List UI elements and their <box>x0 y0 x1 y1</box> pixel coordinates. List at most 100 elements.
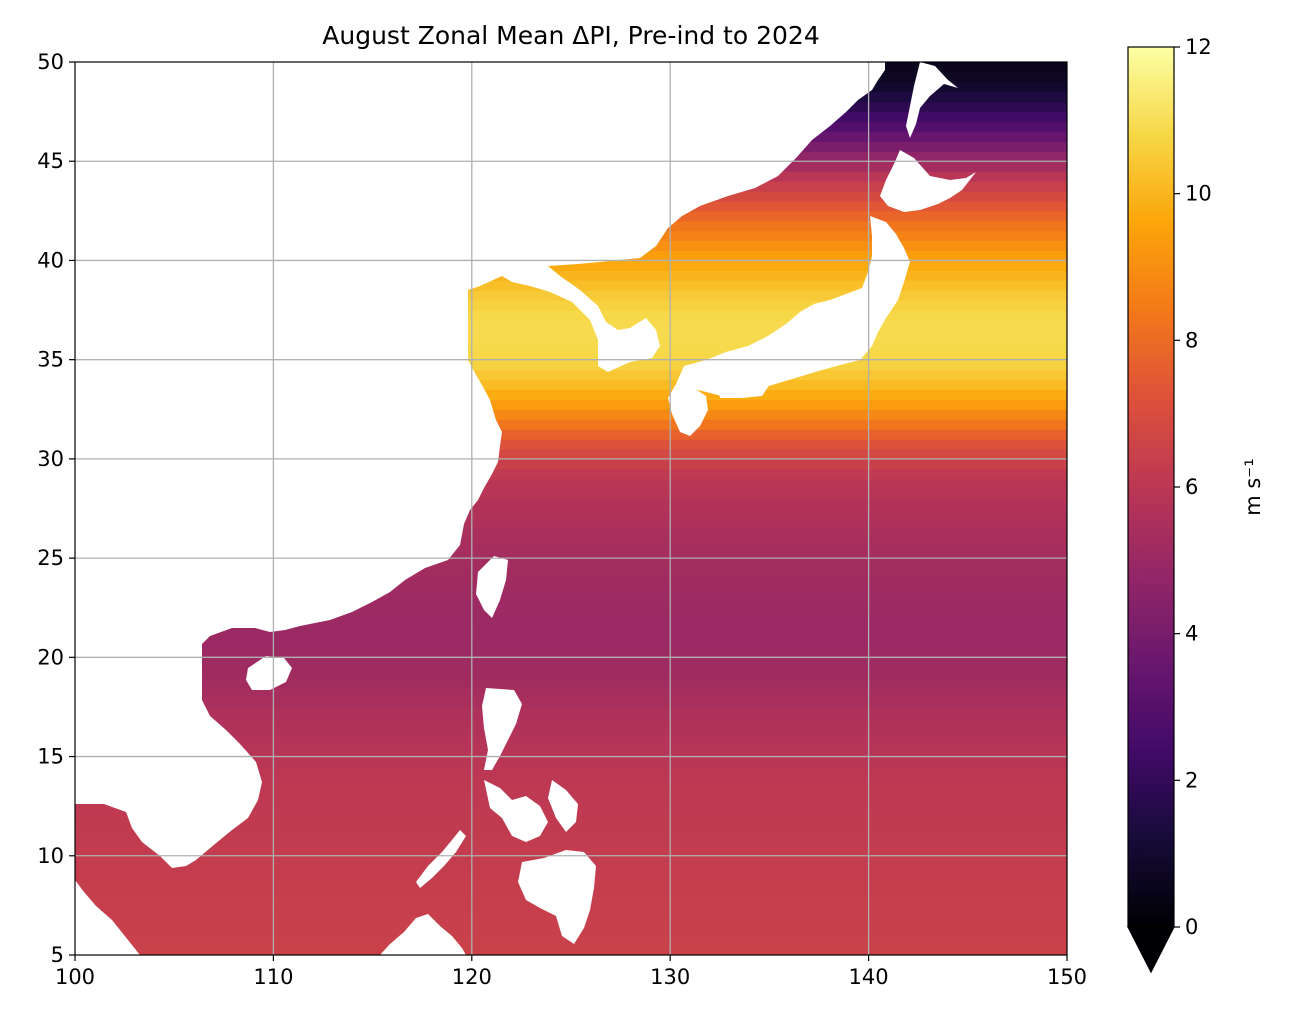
zonal-band <box>75 776 1067 787</box>
zonal-band <box>75 697 1067 708</box>
zonal-band <box>75 657 1067 668</box>
zonal-band <box>75 260 1067 271</box>
zonal-band <box>75 379 1067 391</box>
y-tick-label: 45 <box>37 149 64 173</box>
colorbar-tick-label: 10 <box>1185 182 1212 206</box>
x-tick-label: 110 <box>253 965 293 989</box>
zonal-band <box>75 835 1067 847</box>
colorbar-extend-min <box>1128 927 1174 972</box>
borneo-north <box>380 914 466 955</box>
zonal-band <box>75 637 1067 649</box>
asia-mainland <box>75 62 885 868</box>
palawan-island <box>416 830 466 888</box>
x-tick-label: 150 <box>1047 965 1087 989</box>
zonal-band <box>75 548 1067 559</box>
zonal-band <box>75 647 1067 658</box>
zonal-band <box>75 468 1067 480</box>
y-tick-label: 5 <box>51 943 64 967</box>
colorbar-tick-label: 4 <box>1185 622 1198 646</box>
colorbar-tick-label: 6 <box>1185 475 1198 499</box>
colorbar-tick-label: 2 <box>1185 768 1198 792</box>
vietnam-south <box>75 880 140 955</box>
zonal-band <box>75 607 1067 619</box>
taiwan-island <box>476 556 508 618</box>
philippines-luzon <box>482 688 522 770</box>
zonal-band <box>75 677 1067 688</box>
zonal-band <box>75 746 1067 758</box>
land-mask <box>75 62 976 955</box>
colorbar-tick-label: 0 <box>1185 915 1198 939</box>
x-tick-label: 120 <box>452 965 492 989</box>
japan-honshu <box>676 216 910 396</box>
sakhalin-island <box>906 62 958 138</box>
y-tick-label: 50 <box>37 50 64 74</box>
zonal-band <box>75 339 1067 351</box>
zonal-band <box>75 300 1067 311</box>
zonal-band <box>75 310 1067 321</box>
y-tick-label: 10 <box>37 844 64 868</box>
y-axis-ticks: 5 10 15 20 25 30 35 40 45 50 <box>37 50 75 967</box>
colorbar-label: m s⁻¹ <box>1241 458 1265 516</box>
zonal-band <box>75 736 1067 748</box>
zonal-band <box>75 458 1067 470</box>
zonal-band <box>75 518 1067 529</box>
zonal-band <box>75 270 1067 281</box>
zonal-band <box>75 577 1067 589</box>
zonal-band <box>75 389 1067 400</box>
zonal-band <box>75 726 1067 738</box>
y-tick-label: 20 <box>37 645 64 669</box>
zonal-band <box>75 756 1067 768</box>
zonal-band <box>75 429 1067 440</box>
zonal-band <box>75 627 1067 639</box>
x-tick-label: 140 <box>849 965 889 989</box>
zonal-band <box>75 706 1067 718</box>
colorbar-extend-frame <box>1127 926 1175 974</box>
x-tick-label: 130 <box>650 965 690 989</box>
y-tick-label: 15 <box>37 745 64 769</box>
map-frame <box>74 61 1068 956</box>
colorbar-gradient <box>1128 47 1174 927</box>
japan-hokkaido <box>880 150 976 212</box>
zonal-band <box>75 617 1067 629</box>
zonal-band <box>75 448 1067 460</box>
zonal-band <box>75 538 1067 549</box>
zonal-band <box>75 319 1067 331</box>
zonal-band <box>75 558 1067 569</box>
zonal-band <box>75 349 1067 361</box>
hainan-island <box>246 656 292 690</box>
zonal-band <box>75 359 1067 371</box>
philippines-mindanao <box>518 850 596 944</box>
zonal-band <box>75 766 1067 777</box>
zonal-band <box>75 945 1067 955</box>
y-tick-label: 25 <box>37 546 64 570</box>
philippines-visayas <box>484 780 578 842</box>
zonal-band <box>75 439 1067 450</box>
zonal-band <box>75 597 1067 609</box>
zonal-band <box>75 786 1067 797</box>
y-tick-label: 35 <box>37 348 64 372</box>
x-tick-label: 100 <box>55 965 95 989</box>
colorbar-tick-label: 12 <box>1185 35 1212 59</box>
colorbar-tick-label: 8 <box>1185 328 1198 352</box>
colorbar-ticks: 0 2 4 6 8 10 12 <box>1174 35 1212 939</box>
zonal-band <box>75 716 1067 728</box>
zonal-band <box>75 667 1067 678</box>
korea-peninsula <box>502 266 660 372</box>
zonal-band <box>75 419 1067 430</box>
map-gridlines <box>75 62 1067 955</box>
zonal-band <box>75 488 1067 500</box>
zonal-band <box>75 587 1067 599</box>
zonal-band <box>75 826 1067 837</box>
zonal-band <box>75 508 1067 520</box>
japan-kyushu-shikoku <box>668 380 770 436</box>
zonal-band <box>75 369 1067 381</box>
zonal-band <box>75 409 1067 420</box>
colorbar: 0 2 4 6 8 10 12 m s⁻¹ <box>1127 35 1265 974</box>
x-axis-ticks: 100 110 120 130 140 150 <box>55 955 1087 989</box>
zonal-band <box>75 399 1067 410</box>
zonal-band <box>75 528 1067 539</box>
zonal-band <box>75 568 1067 579</box>
chart-title: August Zonal Mean ΔPI, Pre-ind to 2024 <box>322 21 819 50</box>
zonal-band <box>75 478 1067 490</box>
